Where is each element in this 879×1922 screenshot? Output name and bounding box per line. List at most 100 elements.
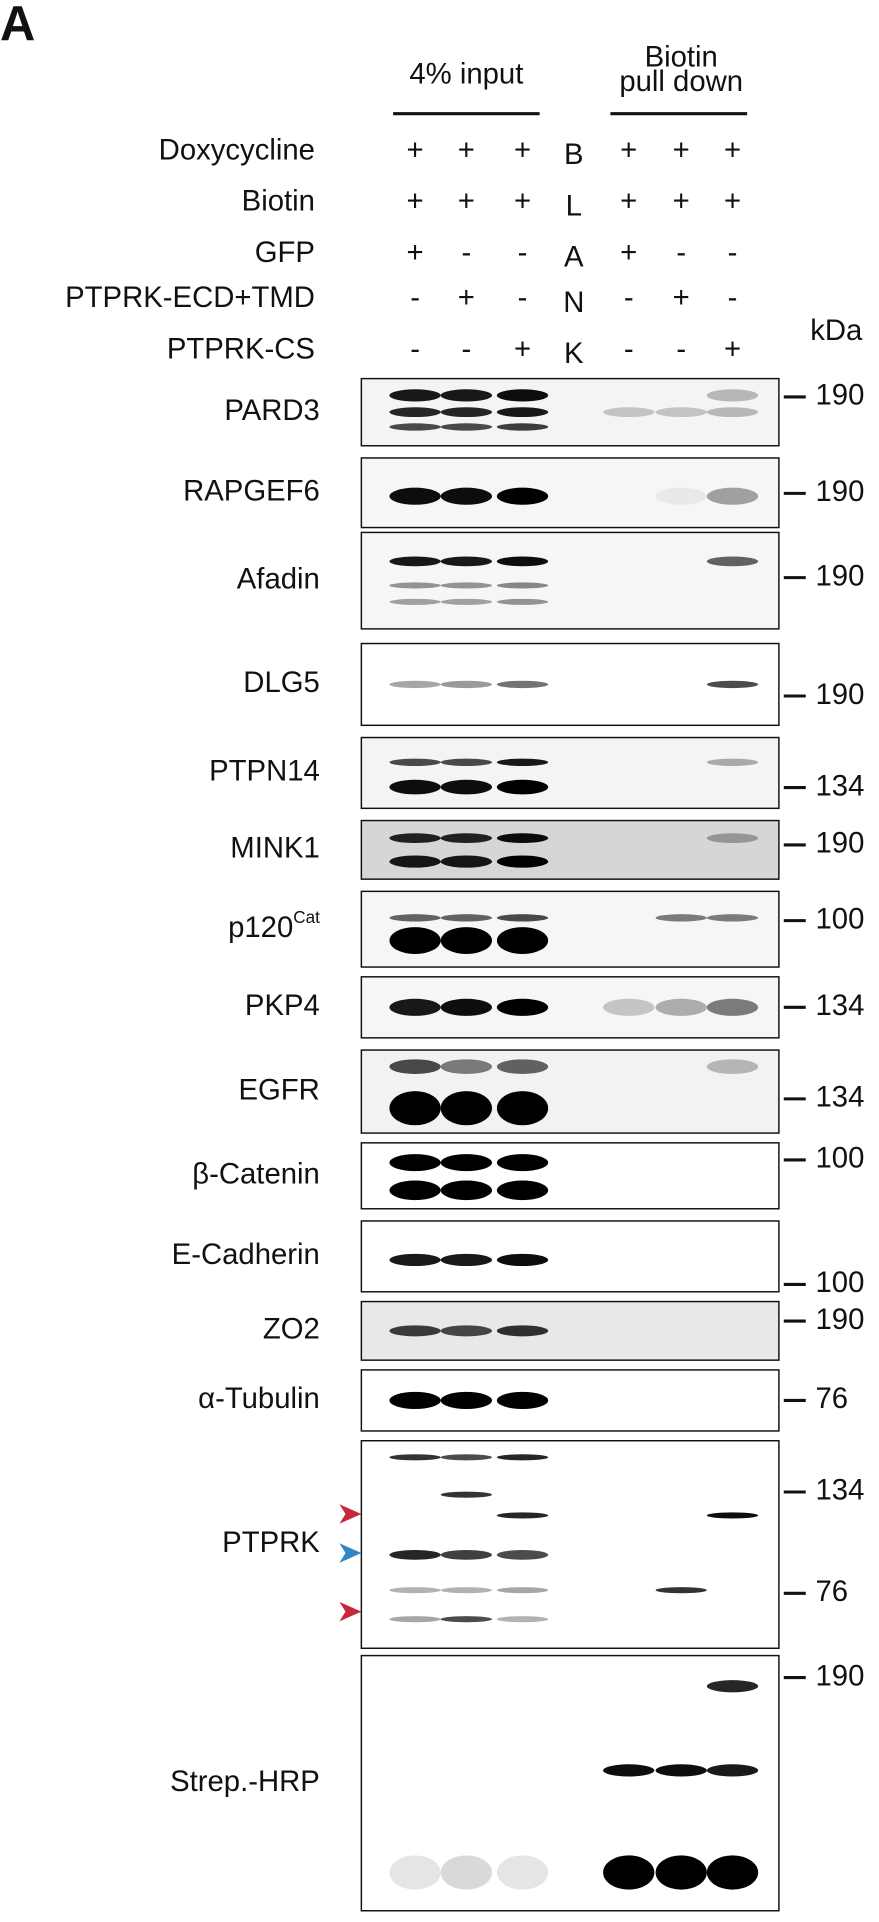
group-label: 4% input [409,58,523,91]
panel-label: A [0,0,35,51]
band [389,998,441,1016]
blot [360,1439,780,1650]
band [389,1855,441,1890]
band [706,389,759,402]
blot-frame [360,736,780,810]
blot-label: PARD3 [224,394,320,427]
band [706,1764,759,1777]
condition-sign: + [620,236,637,269]
condition-sign: + [407,133,424,166]
marker-label: 190 [816,827,865,860]
condition-sign: - [728,281,738,314]
band [496,582,549,589]
blank-letter: K [564,337,584,370]
blot [360,819,780,880]
marker-label: 100 [816,1266,865,1299]
band [706,914,759,922]
band [389,1616,441,1623]
band [655,407,707,418]
condition-sign: + [673,133,690,166]
condition-sign: - [461,236,471,269]
band [655,1764,707,1777]
band [496,833,549,844]
band [706,407,759,418]
group-label: Biotin [645,40,718,73]
condition-sign: - [728,236,738,269]
band [440,927,492,954]
blot-frame [360,890,780,968]
band [496,1091,549,1126]
condition-sign: + [673,185,690,218]
blot [360,736,780,810]
band [389,423,441,431]
marker-label: 190 [816,1303,865,1336]
band [706,556,759,567]
band [389,1154,441,1172]
condition-sign: + [724,185,741,218]
condition-sign: - [624,281,634,314]
band [440,779,492,795]
band [496,758,549,766]
band [440,582,492,589]
band [440,1180,492,1201]
blot-label: PTPRK [222,1526,320,1559]
band [655,1855,707,1890]
condition-sign: - [676,236,686,269]
band [440,389,492,402]
marker-label: 190 [816,559,865,592]
band [706,1512,759,1519]
band [440,998,492,1016]
band [706,487,759,505]
blot [360,1300,780,1361]
band [496,1325,549,1337]
band [389,1253,441,1267]
band [440,758,492,766]
blot-label: Strep.-HRP [170,1765,320,1798]
blot-label: PTPN14 [209,755,320,788]
band [389,407,441,418]
arrowhead-red [339,1504,362,1524]
band [440,1587,492,1594]
band [440,598,492,605]
condition-sign: + [514,133,531,166]
condition-label: PTPRK-ECD+TMD [65,281,315,314]
blank-letter: L [566,189,582,222]
condition-sign: + [620,133,637,166]
blot [360,1654,780,1912]
band [389,1549,441,1560]
band [440,1253,492,1267]
blot-label: β-Catenin [192,1158,320,1191]
band [389,1454,441,1461]
band [389,556,441,567]
band [496,1059,549,1074]
marker-label: 100 [816,1142,865,1175]
band [496,1549,549,1560]
band [496,1454,549,1461]
band [440,914,492,922]
band [706,833,759,844]
blot-label: PKP4 [245,989,320,1022]
blot [360,377,780,447]
marker-label: 134 [816,1081,865,1114]
band [389,1091,441,1126]
band [440,1091,492,1126]
band [440,1454,492,1461]
band [603,407,655,418]
band [440,1325,492,1337]
blot-label: E-Cadherin [172,1238,320,1271]
blot-superscript: Cat [293,908,320,927]
condition-label: PTPRK-CS [167,332,315,365]
band [496,998,549,1016]
band [440,833,492,844]
condition-sign: + [724,133,741,166]
band [440,1549,492,1560]
blot-label: p120Cat [228,908,320,944]
band [389,1180,441,1201]
condition-sign: + [407,236,424,269]
band [496,1391,549,1409]
blot [360,890,780,968]
blot-name: p120 [228,911,293,944]
condition-sign: + [407,185,424,218]
